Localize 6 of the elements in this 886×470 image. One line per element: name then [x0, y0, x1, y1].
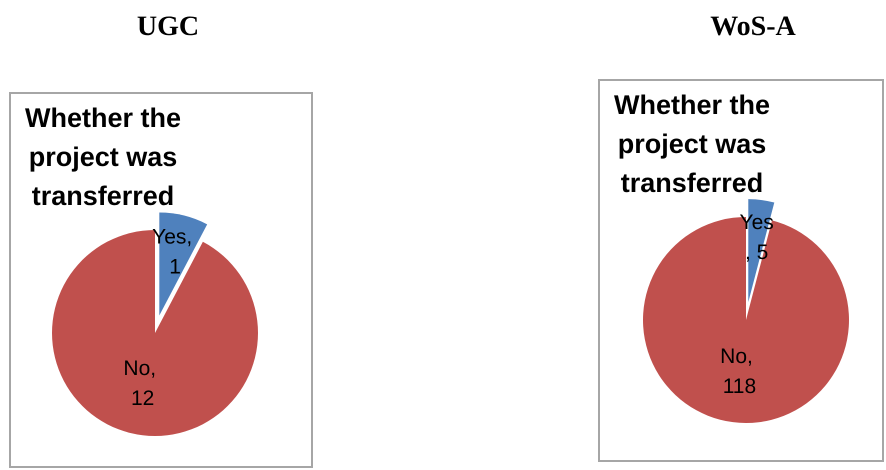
data-label: No, 118 — [720, 345, 759, 398]
chart-title: UGC — [136, 11, 200, 42]
chart-subtitle: Whether the project was transferred — [24, 102, 182, 213]
chart-title: WoS-A — [709, 11, 797, 42]
data-label: No, 12 — [123, 357, 162, 410]
chart-subtitle: Whether the project was transferred — [612, 89, 771, 200]
